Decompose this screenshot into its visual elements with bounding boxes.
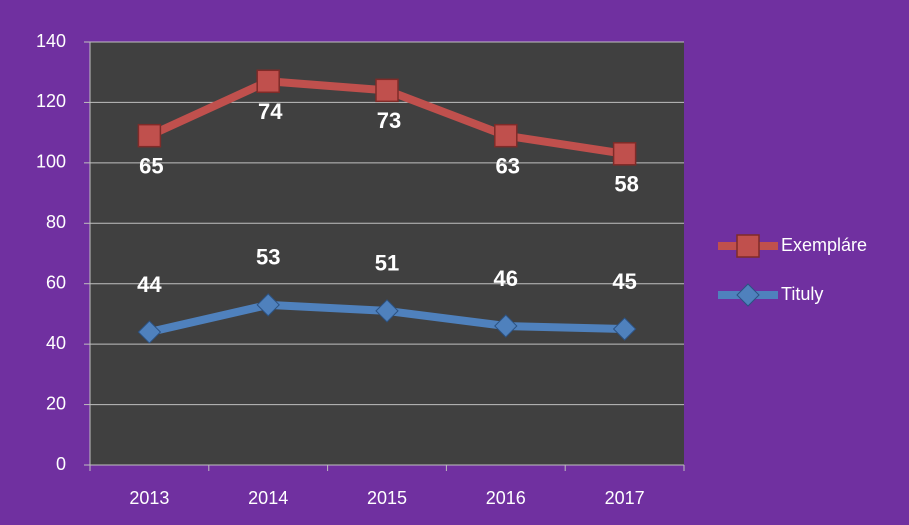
legend-label: Exempláre	[781, 235, 867, 255]
x-tick-label: 2017	[605, 488, 645, 508]
y-tick-label: 80	[46, 212, 66, 232]
x-tick-label: 2014	[248, 488, 288, 508]
data-label: 46	[494, 266, 518, 291]
data-point	[256, 69, 280, 94]
data-point	[612, 317, 637, 341]
data-point	[494, 123, 518, 148]
y-tick-label: 140	[36, 31, 66, 51]
data-label: 63	[496, 153, 520, 178]
data-label: 74	[258, 99, 283, 124]
data-label: 51	[375, 251, 399, 276]
y-tick-label: 100	[36, 152, 66, 172]
data-label: 53	[256, 245, 280, 270]
legend-label: Tituly	[781, 284, 823, 304]
data-point	[612, 142, 637, 166]
data-point	[494, 314, 518, 338]
y-tick-label: 60	[46, 272, 66, 292]
y-tick-label: 0	[56, 454, 66, 474]
data-label: 65	[139, 153, 163, 178]
y-tick-label: 20	[46, 393, 66, 413]
data-point	[256, 293, 280, 317]
x-tick-label: 2013	[129, 488, 169, 508]
data-label: 58	[614, 172, 638, 197]
x-tick-label: 2016	[486, 488, 526, 508]
data-label: 73	[377, 108, 401, 133]
legend-marker	[736, 283, 760, 307]
x-tick-label: 2015	[367, 488, 407, 508]
plot-area	[90, 42, 684, 465]
legend-marker	[736, 234, 760, 258]
data-point	[137, 123, 162, 148]
data-point	[375, 78, 399, 103]
data-point	[137, 320, 162, 344]
data-label: 44	[137, 272, 162, 297]
y-tick-label: 40	[46, 333, 66, 353]
data-point	[375, 299, 399, 323]
y-tick-label: 120	[36, 91, 66, 111]
data-label: 45	[612, 269, 636, 294]
